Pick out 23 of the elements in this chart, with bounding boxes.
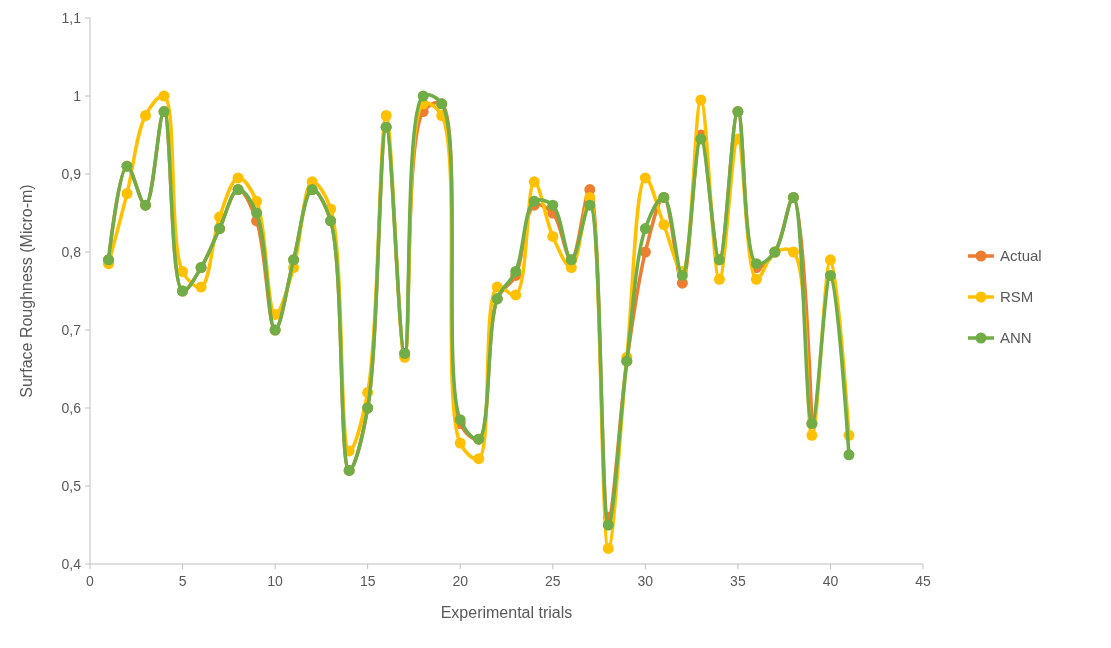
x-tick-label: 20 <box>452 573 469 589</box>
legend-label: RSM <box>1000 288 1034 306</box>
x-tick-label: 0 <box>86 573 95 589</box>
x-tick-label: 15 <box>359 573 376 589</box>
x-tick-label: 10 <box>267 573 284 589</box>
y-tick-label: 0,9 <box>61 165 82 182</box>
y-axis-title: Surface Roughness (Micro-m) <box>18 184 35 398</box>
y-tick-label: 0,6 <box>61 399 82 416</box>
x-tick-label: 30 <box>637 573 654 589</box>
legend-label: Actual <box>1000 247 1042 265</box>
y-tick-label: 0,5 <box>61 477 82 494</box>
y-tick-label: 1 <box>73 87 82 104</box>
x-tick-label: 40 <box>822 573 839 589</box>
x-axis-title: Experimental trials <box>440 604 573 621</box>
y-tick-label: 1,1 <box>61 9 82 26</box>
y-tick-label: 0,8 <box>61 243 82 260</box>
x-tick-label: 25 <box>544 573 561 589</box>
legend-label: ANN <box>1000 329 1032 347</box>
x-tick-label: 5 <box>178 573 187 589</box>
x-tick-label: 45 <box>915 573 931 589</box>
y-tick-label: 0,4 <box>61 555 82 572</box>
y-tick-label: 0,7 <box>61 321 82 338</box>
x-tick-label: 35 <box>730 573 746 589</box>
